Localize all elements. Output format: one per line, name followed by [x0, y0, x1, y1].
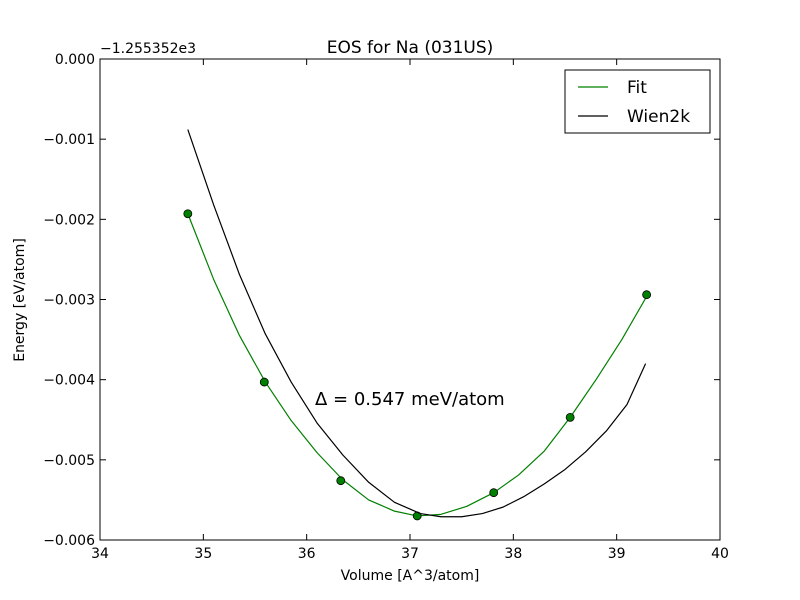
y-tick-label: −0.006	[43, 533, 95, 549]
delta-annotation: Δ = 0.547 meV/atom	[315, 389, 505, 410]
data-point	[489, 488, 499, 498]
y-offset-label: −1.255352e3	[100, 41, 196, 57]
x-tick-label: 38	[504, 546, 522, 562]
y-tick-label: −0.005	[43, 453, 95, 469]
legend-label-fit: Fit	[627, 78, 647, 98]
y-tick-label: −0.003	[43, 293, 95, 309]
x-tick-label: 40	[711, 546, 729, 562]
y-tick-label: −0.001	[43, 132, 95, 148]
legend-label-wien2k: Wien2k	[627, 107, 690, 127]
x-axis-label: Volume [A^3/atom]	[341, 568, 480, 584]
x-tick-label: 35	[194, 546, 212, 562]
series-line-wien2k	[187, 129, 647, 518]
x-tick-label: 36	[298, 546, 316, 562]
data-point	[565, 412, 575, 422]
y-axis-label: Energy [eV/atom]	[12, 238, 28, 362]
tick-layer: 34 35 36 37 38 39 40 0.000 −0.001 −0.002 −0.003 −0.…	[43, 52, 729, 562]
chart-title: EOS for Na (031US)	[327, 38, 494, 58]
plot-layer	[183, 129, 652, 521]
data-point	[642, 290, 652, 300]
x-tick-label: 39	[608, 546, 626, 562]
y-tick-label: 0.000	[55, 52, 95, 68]
x-tick-label: 37	[401, 546, 419, 562]
legend: Fit Wien2k	[564, 69, 711, 134]
data-point	[259, 377, 269, 387]
x-tick-label: 34	[91, 546, 109, 562]
y-tick-label: −0.004	[43, 373, 95, 389]
data-point	[336, 476, 346, 486]
y-tick-label: −0.002	[43, 212, 95, 228]
data-point	[183, 209, 193, 219]
legend-box	[564, 69, 711, 134]
